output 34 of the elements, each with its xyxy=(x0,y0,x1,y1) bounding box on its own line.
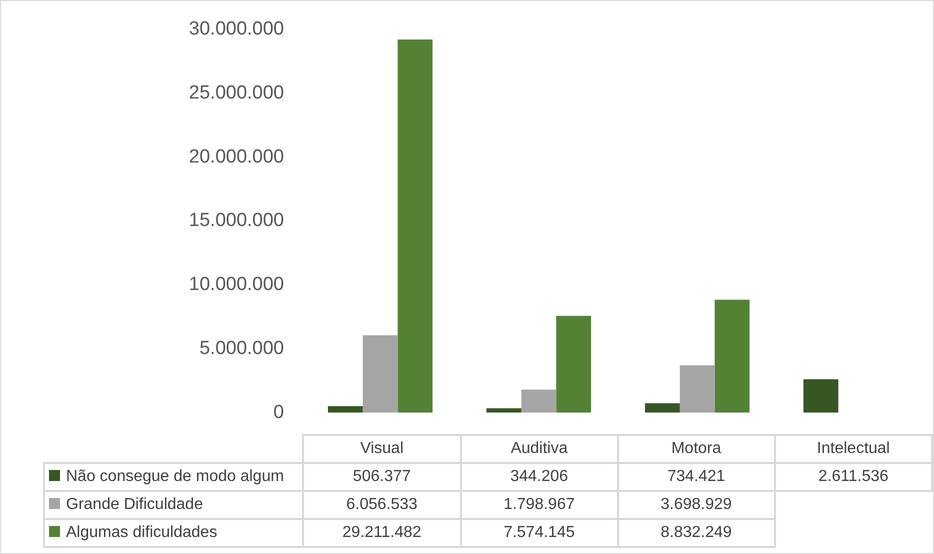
data-label: 8.832.249 xyxy=(618,519,775,547)
bar xyxy=(486,408,522,413)
legend-label: Grande Dificuldade xyxy=(44,491,304,519)
y-tick-label: 0 xyxy=(273,402,284,423)
y-tick-label: 20.000.000 xyxy=(188,146,284,168)
y-tick-label: 25.000.000 xyxy=(188,82,284,104)
data-label: 7.574.145 xyxy=(460,519,618,547)
y-tick-label: 15.000.000 xyxy=(188,210,284,232)
bar xyxy=(328,406,363,413)
bar xyxy=(521,390,556,413)
data-label: 6.056.533 xyxy=(303,491,461,519)
y-tick-label: 5.000.000 xyxy=(199,338,284,359)
data-label: 1.798.967 xyxy=(460,491,618,519)
x-tick-label: Motora xyxy=(618,435,775,463)
data-label: 344.206 xyxy=(460,463,618,491)
bar xyxy=(556,316,592,413)
data-label: 29.211.482 xyxy=(303,519,461,547)
data-label: 2.611.536 xyxy=(774,463,932,491)
data-label: 734.421 xyxy=(618,463,775,491)
x-tick-label: Visual xyxy=(303,435,461,463)
bar xyxy=(398,39,433,413)
x-tick-label: Auditiva xyxy=(460,435,618,463)
y-tick-label: 30.000.000 xyxy=(188,18,284,40)
x-tick-label: Intelectual xyxy=(774,435,932,463)
bar xyxy=(714,300,750,413)
legend-label: Não consegue de modo algum xyxy=(44,463,304,491)
bar xyxy=(680,365,715,413)
bar xyxy=(362,335,398,413)
bar xyxy=(644,403,680,413)
legend-label: Algumas dificuldades xyxy=(44,519,304,547)
bar xyxy=(803,379,838,413)
data-label: 3.698.929 xyxy=(618,491,775,519)
data-label: 506.377 xyxy=(303,463,461,491)
y-tick-label: 10.000.000 xyxy=(188,274,284,296)
